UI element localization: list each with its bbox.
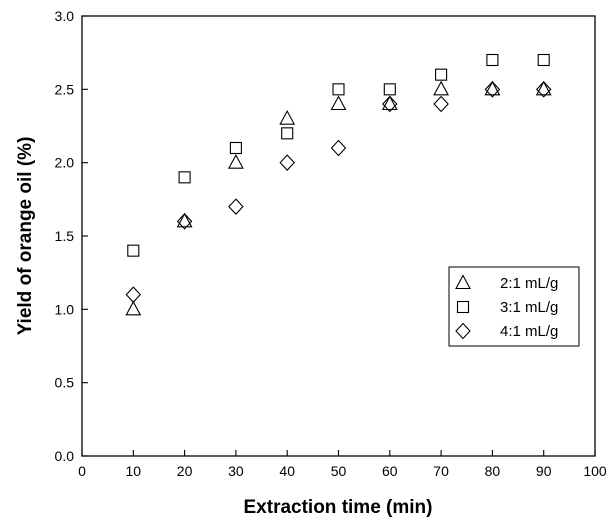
triangle-point	[433, 80, 450, 96]
triangle-point	[484, 80, 501, 96]
legend-diamond-icon	[455, 322, 471, 340]
x-tick-label: 50	[331, 463, 347, 479]
y-axis: 0.0 0.5 1.0 1.5 2.0 2.5 3.0	[55, 8, 88, 464]
legend-square-icon	[456, 300, 470, 314]
x-tick-label: 90	[536, 463, 552, 479]
y-axis-title: Yield of orange oil (%)	[15, 137, 36, 336]
triangle-point	[176, 212, 193, 228]
x-tick-label: 100	[583, 463, 607, 479]
legend-triangle-icon	[455, 274, 471, 290]
legend-entry-label: 3:1 mL/g	[500, 299, 558, 316]
square-point	[229, 141, 242, 155]
triangle-point	[535, 80, 552, 96]
diamond-point	[125, 286, 142, 303]
y-tick-label: 2.5	[55, 81, 75, 97]
y-tick-label: 0.0	[55, 448, 75, 464]
x-tick-label: 40	[279, 463, 295, 479]
legend-entry-label: 4:1 mL/g	[500, 323, 558, 340]
triangle-point	[125, 300, 142, 316]
series-square	[127, 53, 550, 257]
square-point	[486, 53, 499, 67]
diamond-point	[433, 95, 449, 113]
series-diamond	[125, 81, 552, 303]
y-tick-label: 2.0	[55, 155, 75, 171]
plot-frame	[81, 15, 596, 457]
x-tick-label: 30	[228, 463, 244, 479]
x-axis-title: Extraction time (min)	[244, 497, 433, 518]
diamond-point	[330, 139, 347, 157]
diamond-point	[382, 95, 398, 113]
diamond-point	[484, 81, 501, 98]
square-point	[537, 53, 550, 67]
square-point	[383, 83, 396, 96]
x-axis: 0 10 20 30 40 50 60 70 80 90 100	[78, 450, 607, 479]
diamond-point	[176, 213, 193, 230]
series-triangle	[125, 80, 552, 316]
x-tick-label: 60	[382, 463, 398, 479]
legend-entry-label: 2:1 mL/g	[500, 275, 558, 292]
triangle-point	[381, 95, 398, 111]
square-point	[178, 171, 191, 184]
square-point	[332, 83, 345, 96]
y-tick-label: 3.0	[55, 8, 75, 24]
square-point	[435, 68, 448, 81]
triangle-point	[279, 110, 296, 125]
triangle-point	[330, 95, 347, 111]
x-tick-label: 80	[485, 463, 501, 479]
square-point	[281, 127, 294, 140]
diamond-point	[279, 154, 295, 171]
x-tick-label: 20	[177, 463, 193, 479]
y-tick-label: 1.5	[55, 228, 75, 244]
x-tick-label: 0	[78, 463, 86, 479]
data-points	[125, 53, 552, 316]
legend-box	[448, 266, 580, 347]
y-tick-label: 0.5	[55, 375, 75, 391]
triangle-point	[227, 154, 244, 169]
y-tick-label: 1.0	[55, 301, 75, 317]
diamond-point	[535, 81, 552, 98]
x-tick-label: 70	[433, 463, 449, 479]
diamond-point	[228, 198, 244, 215]
legend: 2:1 mL/g 3:1 mL/g 4:1 mL/g	[448, 266, 580, 347]
square-point	[127, 244, 140, 257]
x-tick-label: 10	[126, 463, 142, 479]
